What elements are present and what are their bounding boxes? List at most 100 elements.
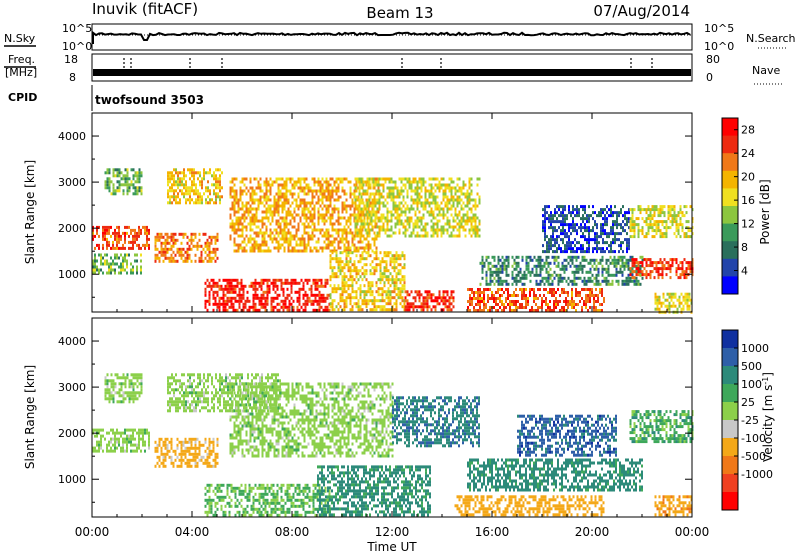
data-cell [121,171,123,174]
data-cell [227,288,229,291]
data-cell [606,232,608,235]
data-cell [384,281,386,284]
data-cell [207,201,209,204]
data-cell [254,190,256,193]
data-cell [370,269,372,272]
data-cell [614,205,616,208]
data-cell [355,232,357,235]
data-cell [338,241,340,244]
data-cell [334,190,336,193]
data-cell [303,282,305,285]
data-cell [670,220,672,223]
data-cell [431,187,433,190]
data-cell [183,254,185,257]
data-cell [306,214,308,217]
data-cell [516,256,518,259]
data-cell [140,232,142,235]
data-cell [555,291,557,294]
data-cell [542,268,544,271]
data-cell [328,199,330,202]
data-cell [375,217,377,220]
data-cell [320,229,322,232]
data-cell [396,266,398,269]
data-cell [355,196,357,199]
data-cell [230,217,232,220]
data-cell [433,226,435,229]
data-cell [688,264,690,267]
data-cell [467,300,469,303]
data-cell [169,257,171,260]
data-cell [394,269,396,272]
data-cell [488,262,490,265]
data-cell [571,291,573,294]
data-cell [620,247,622,250]
data-cell [370,184,372,187]
data-cell [292,193,294,196]
data-cell [217,306,219,309]
data-cell [354,235,356,238]
data-cell [259,300,261,303]
data-cell [302,214,304,217]
data-cell [556,220,558,223]
data-cell [360,269,362,272]
data-cell [402,251,404,254]
data-cell [614,220,616,223]
data-cell [155,236,157,239]
data-cell [267,285,269,288]
data-cell [185,174,187,177]
data-cell [98,254,100,257]
data-cell [249,309,251,312]
data-cell [666,220,668,223]
data-cell [266,187,268,190]
data-cell [358,287,360,290]
data-cell [318,214,320,217]
data-cell [119,168,121,171]
data-cell [159,233,161,236]
data-cell [304,214,306,217]
data-cell [232,202,234,205]
data-cell [148,247,150,250]
data-cell [658,211,660,214]
data-cell [457,229,459,232]
data-cell [396,302,398,305]
data-cell [479,235,481,238]
data-cell [383,187,385,190]
data-cell [291,291,293,294]
data-cell [177,251,179,254]
data-cell [485,303,487,306]
data-cell [401,208,403,211]
data-cell [538,265,540,268]
data-cell [656,270,658,273]
data-cell [105,171,107,174]
data-cell [654,276,656,279]
data-cell [552,214,554,217]
data-cell [223,297,225,300]
data-cell [654,235,656,238]
data-cell [301,279,303,282]
data-cell [242,232,244,235]
data-cell [238,223,240,226]
data-cell [393,190,395,193]
data-cell [461,217,463,220]
data-cell [574,277,576,280]
data-cell [213,171,215,174]
data-cell [496,280,498,283]
cpid-strip: CPID twofsound 3503 [8,85,204,111]
data-cell [342,232,344,235]
data-cell [560,268,562,271]
data-cell [318,208,320,211]
data-cell [141,174,143,177]
data-cell [258,205,260,208]
data-cell [260,247,262,250]
data-cell [167,242,169,245]
data-cell [273,297,275,300]
data-cell [267,279,269,282]
data-cell [467,306,469,309]
data-cell [596,226,598,229]
data-cell [264,184,266,187]
data-cell [503,291,505,294]
data-cell [231,300,233,303]
data-cell [356,250,358,253]
data-cell [383,184,385,187]
data-cell [346,305,348,308]
